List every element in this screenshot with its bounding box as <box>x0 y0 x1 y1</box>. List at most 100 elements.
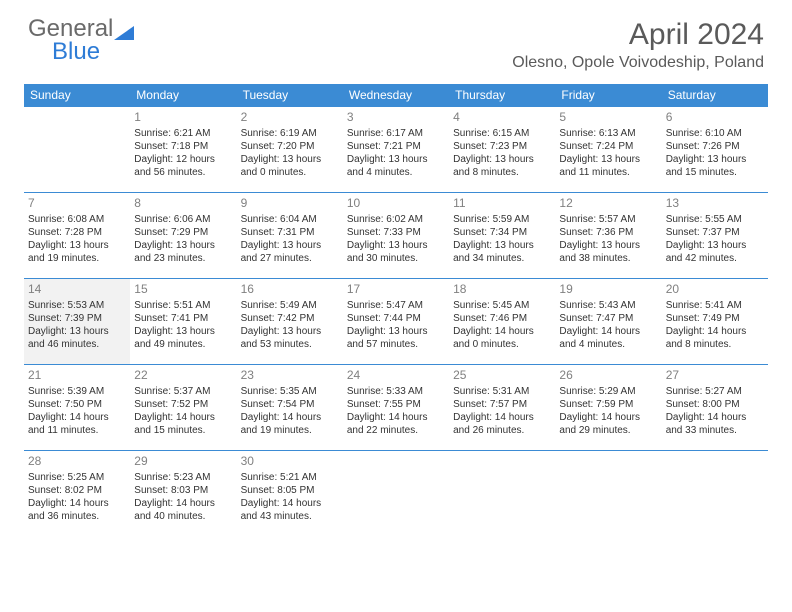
cell-line: Sunset: 8:02 PM <box>28 484 126 497</box>
cell-line: Daylight: 14 hours and 36 minutes. <box>28 497 126 523</box>
day-number: 24 <box>347 368 445 384</box>
day-number: 1 <box>134 110 232 126</box>
day-number: 13 <box>666 196 764 212</box>
cell-line: Sunrise: 5:57 AM <box>559 213 657 226</box>
logo-triangle-icon <box>114 25 136 41</box>
cell-line: Sunrise: 5:51 AM <box>134 299 232 312</box>
cell-line: Sunrise: 5:47 AM <box>347 299 445 312</box>
location-text: Olesno, Opole Voivodeship, Poland <box>512 54 764 72</box>
day-number: 28 <box>28 454 126 470</box>
calendar-week: 28Sunrise: 5:25 AMSunset: 8:02 PMDayligh… <box>24 451 768 537</box>
calendar-cell: 20Sunrise: 5:41 AMSunset: 7:49 PMDayligh… <box>662 279 768 365</box>
cell-line: Sunrise: 5:35 AM <box>241 385 339 398</box>
calendar-cell: 27Sunrise: 5:27 AMSunset: 8:00 PMDayligh… <box>662 365 768 451</box>
title-block: April 2024 Olesno, Opole Voivodeship, Po… <box>512 18 764 72</box>
calendar-cell: 10Sunrise: 6:02 AMSunset: 7:33 PMDayligh… <box>343 193 449 279</box>
cell-line: Sunset: 7:36 PM <box>559 226 657 239</box>
cell-line: Sunrise: 6:19 AM <box>241 127 339 140</box>
calendar-cell: 15Sunrise: 5:51 AMSunset: 7:41 PMDayligh… <box>130 279 236 365</box>
cell-line: Sunrise: 6:15 AM <box>453 127 551 140</box>
cell-line: Sunset: 7:57 PM <box>453 398 551 411</box>
day-number: 16 <box>241 282 339 298</box>
day-number: 6 <box>666 110 764 126</box>
cell-line: Sunrise: 5:59 AM <box>453 213 551 226</box>
calendar-cell: 4Sunrise: 6:15 AMSunset: 7:23 PMDaylight… <box>449 107 555 193</box>
cell-line: Daylight: 14 hours and 4 minutes. <box>559 325 657 351</box>
cell-line: Sunset: 8:00 PM <box>666 398 764 411</box>
calendar-body: 1Sunrise: 6:21 AMSunset: 7:18 PMDaylight… <box>24 107 768 537</box>
cell-line: Daylight: 13 hours and 23 minutes. <box>134 239 232 265</box>
cell-line: Sunset: 7:21 PM <box>347 140 445 153</box>
calendar-cell: 3Sunrise: 6:17 AMSunset: 7:21 PMDaylight… <box>343 107 449 193</box>
cell-line: Daylight: 13 hours and 46 minutes. <box>28 325 126 351</box>
day-number: 18 <box>453 282 551 298</box>
cell-line: Sunset: 7:29 PM <box>134 226 232 239</box>
cell-line: Sunrise: 6:17 AM <box>347 127 445 140</box>
calendar-week: 14Sunrise: 5:53 AMSunset: 7:39 PMDayligh… <box>24 279 768 365</box>
day-number: 11 <box>453 196 551 212</box>
cell-line: Sunrise: 5:49 AM <box>241 299 339 312</box>
day-number: 29 <box>134 454 232 470</box>
cell-line: Sunrise: 6:04 AM <box>241 213 339 226</box>
cell-line: Sunrise: 5:33 AM <box>347 385 445 398</box>
cell-line: Sunrise: 6:10 AM <box>666 127 764 140</box>
day-header: Saturday <box>662 84 768 107</box>
cell-line: Daylight: 13 hours and 4 minutes. <box>347 153 445 179</box>
calendar-cell: 7Sunrise: 6:08 AMSunset: 7:28 PMDaylight… <box>24 193 130 279</box>
cell-line: Daylight: 14 hours and 33 minutes. <box>666 411 764 437</box>
cell-line: Sunset: 7:59 PM <box>559 398 657 411</box>
day-number: 12 <box>559 196 657 212</box>
cell-line: Daylight: 13 hours and 15 minutes. <box>666 153 764 179</box>
day-number: 19 <box>559 282 657 298</box>
calendar-cell: 29Sunrise: 5:23 AMSunset: 8:03 PMDayligh… <box>130 451 236 537</box>
cell-line: Daylight: 14 hours and 8 minutes. <box>666 325 764 351</box>
calendar-cell: 9Sunrise: 6:04 AMSunset: 7:31 PMDaylight… <box>237 193 343 279</box>
day-number: 9 <box>241 196 339 212</box>
day-number: 2 <box>241 110 339 126</box>
cell-line: Sunset: 7:54 PM <box>241 398 339 411</box>
day-number: 17 <box>347 282 445 298</box>
cell-line: Sunset: 7:39 PM <box>28 312 126 325</box>
cell-line: Daylight: 13 hours and 30 minutes. <box>347 239 445 265</box>
cell-line: Sunset: 7:34 PM <box>453 226 551 239</box>
cell-line: Daylight: 14 hours and 0 minutes. <box>453 325 551 351</box>
calendar-cell <box>24 107 130 193</box>
day-header: Tuesday <box>237 84 343 107</box>
cell-line: Daylight: 12 hours and 56 minutes. <box>134 153 232 179</box>
day-header-row: SundayMondayTuesdayWednesdayThursdayFrid… <box>24 84 768 107</box>
cell-line: Daylight: 13 hours and 0 minutes. <box>241 153 339 179</box>
cell-line: Sunrise: 5:43 AM <box>559 299 657 312</box>
day-number: 30 <box>241 454 339 470</box>
calendar-cell: 1Sunrise: 6:21 AMSunset: 7:18 PMDaylight… <box>130 107 236 193</box>
cell-line: Sunset: 7:24 PM <box>559 140 657 153</box>
day-number: 10 <box>347 196 445 212</box>
calendar-cell: 28Sunrise: 5:25 AMSunset: 8:02 PMDayligh… <box>24 451 130 537</box>
cell-line: Daylight: 13 hours and 49 minutes. <box>134 325 232 351</box>
cell-line: Sunrise: 6:21 AM <box>134 127 232 140</box>
cell-line: Daylight: 14 hours and 15 minutes. <box>134 411 232 437</box>
cell-line: Sunset: 8:05 PM <box>241 484 339 497</box>
cell-line: Daylight: 14 hours and 22 minutes. <box>347 411 445 437</box>
cell-line: Daylight: 13 hours and 27 minutes. <box>241 239 339 265</box>
calendar-cell <box>555 451 661 537</box>
cell-line: Daylight: 13 hours and 42 minutes. <box>666 239 764 265</box>
calendar-cell: 14Sunrise: 5:53 AMSunset: 7:39 PMDayligh… <box>24 279 130 365</box>
cell-line: Daylight: 13 hours and 19 minutes. <box>28 239 126 265</box>
cell-line: Sunrise: 5:39 AM <box>28 385 126 398</box>
calendar-cell <box>662 451 768 537</box>
page-header: GeneralBlue April 2024 Olesno, Opole Voi… <box>0 0 792 78</box>
calendar-cell: 26Sunrise: 5:29 AMSunset: 7:59 PMDayligh… <box>555 365 661 451</box>
cell-line: Daylight: 13 hours and 38 minutes. <box>559 239 657 265</box>
cell-line: Sunrise: 6:02 AM <box>347 213 445 226</box>
cell-line: Sunset: 7:44 PM <box>347 312 445 325</box>
cell-line: Daylight: 14 hours and 43 minutes. <box>241 497 339 523</box>
cell-line: Sunrise: 6:13 AM <box>559 127 657 140</box>
calendar-cell <box>343 451 449 537</box>
day-number: 21 <box>28 368 126 384</box>
day-number: 15 <box>134 282 232 298</box>
day-header: Sunday <box>24 84 130 107</box>
cell-line: Sunset: 7:37 PM <box>666 226 764 239</box>
day-number: 4 <box>453 110 551 126</box>
cell-line: Sunset: 7:46 PM <box>453 312 551 325</box>
cell-line: Daylight: 13 hours and 8 minutes. <box>453 153 551 179</box>
